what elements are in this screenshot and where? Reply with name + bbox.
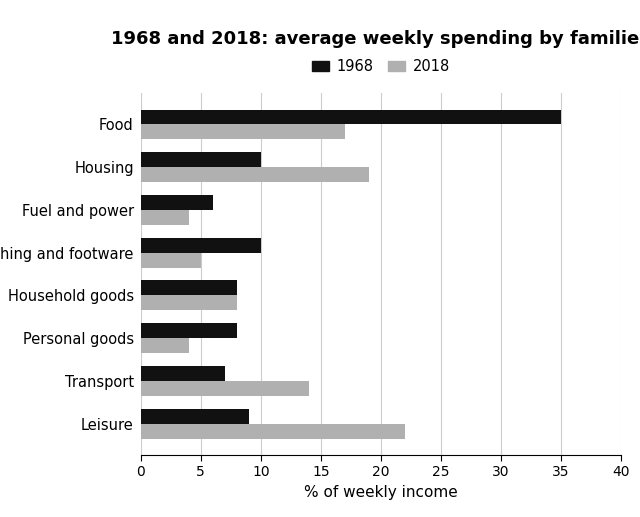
X-axis label: % of weekly income: % of weekly income [304,485,458,500]
Bar [141,210,189,225]
Bar [141,167,369,182]
Bar [141,338,189,353]
Bar [141,125,345,140]
Bar [141,323,237,338]
Bar [141,253,201,268]
Bar [141,238,261,253]
Bar [141,381,309,396]
Bar [141,366,225,381]
Bar [141,280,237,295]
Bar [141,295,237,310]
Bar [141,408,249,423]
Bar [141,195,212,210]
Legend: 1968, 2018: 1968, 2018 [306,53,456,80]
Bar [141,110,561,125]
Title: 1968 and 2018: average weekly spending by families: 1968 and 2018: average weekly spending b… [111,31,640,49]
Bar [141,423,405,438]
Bar [141,152,261,167]
